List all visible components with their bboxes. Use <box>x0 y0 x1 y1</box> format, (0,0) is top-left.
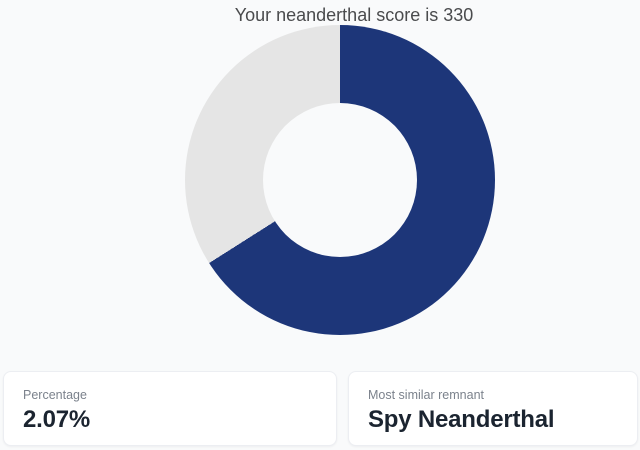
donut-chart[interactable] <box>185 25 495 335</box>
stat-label-percentage: Percentage <box>23 388 87 402</box>
stat-card-percentage: Percentage 2.07% <box>3 371 337 446</box>
stat-label-most-similar-remnant: Most similar remnant <box>368 388 484 402</box>
stat-card-most-similar-remnant: Most similar remnant Spy Neanderthal <box>348 371 638 446</box>
donut-hole <box>263 103 417 257</box>
stat-value-percentage: 2.07% <box>23 406 91 433</box>
stat-value-most-similar-remnant: Spy Neanderthal <box>368 406 555 433</box>
chart-title: Your neanderthal score is 330 <box>234 5 474 25</box>
